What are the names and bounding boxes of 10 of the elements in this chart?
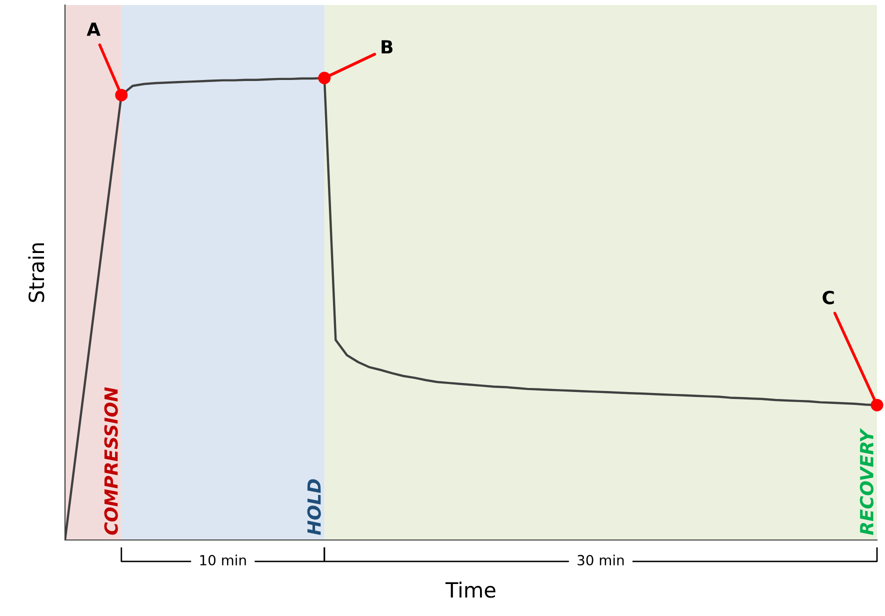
annotation: COMPRESSION — [104, 387, 118, 535]
text: A — [86, 22, 101, 36]
annotation: RECOVERY — [860, 428, 874, 535]
x-axis-title: Time — [445, 582, 496, 598]
annotation: C — [822, 290, 834, 304]
annotation: HOLD — [307, 479, 321, 535]
text: 10 min — [200, 554, 246, 566]
text: B — [382, 40, 392, 54]
text: 30 min — [578, 554, 624, 566]
y-axis-title: Strain — [28, 243, 44, 302]
